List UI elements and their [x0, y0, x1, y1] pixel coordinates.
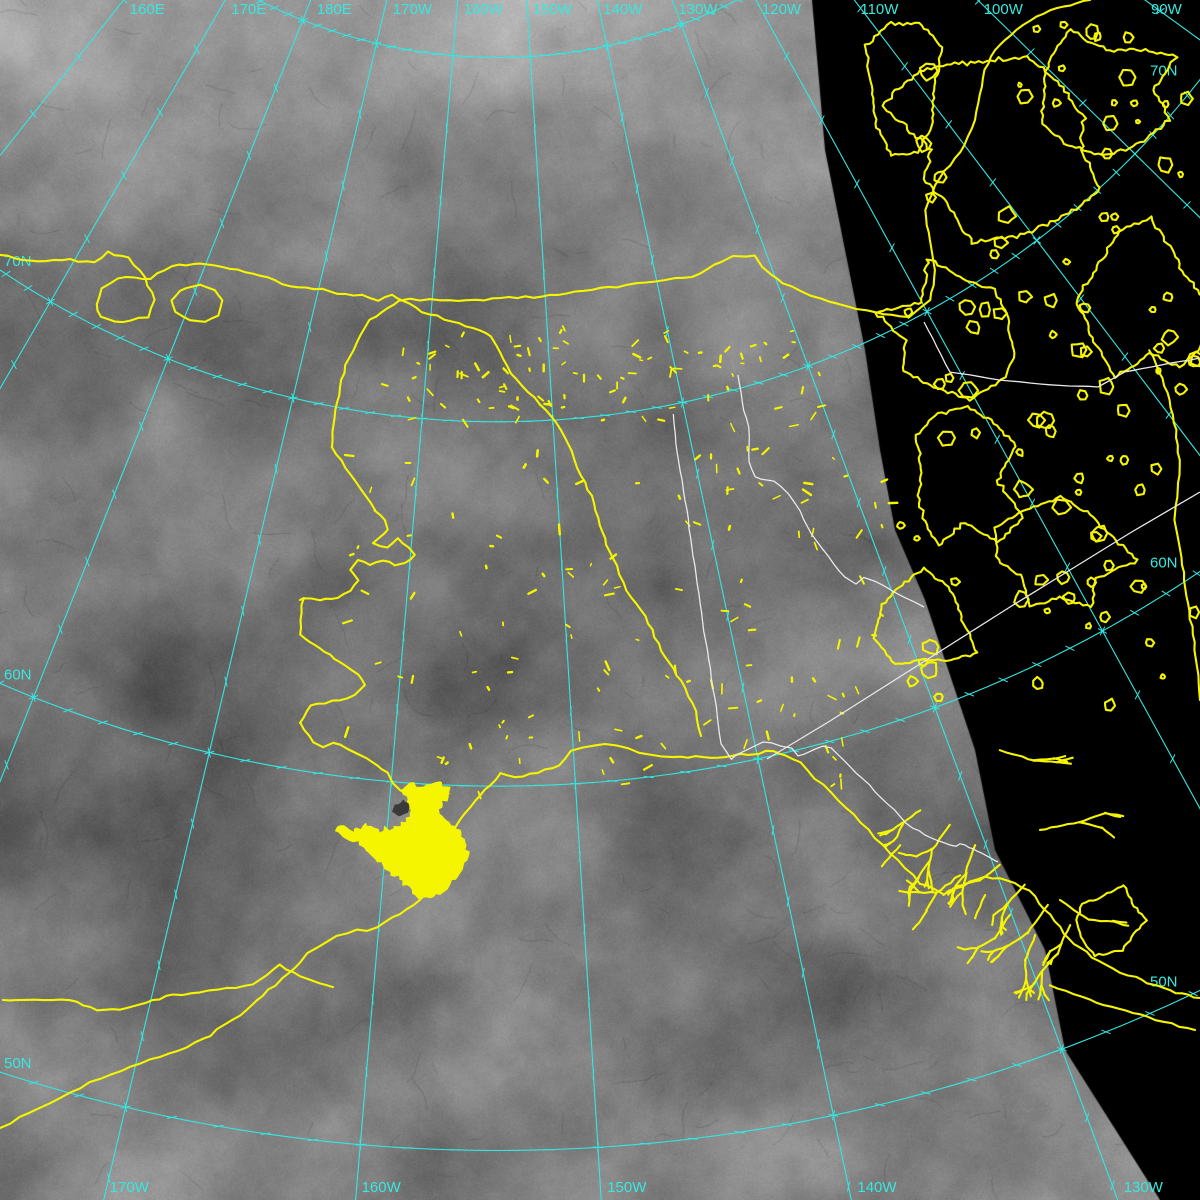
svg-text:180E: 180E	[317, 1, 352, 18]
svg-text:130W: 130W	[1124, 1179, 1164, 1196]
svg-text:160E: 160E	[130, 1, 165, 18]
svg-text:160W: 160W	[464, 1, 504, 18]
svg-text:130W: 130W	[678, 1, 718, 18]
svg-text:170W: 170W	[110, 1179, 150, 1196]
svg-text:70N: 70N	[1150, 63, 1178, 80]
svg-text:170W: 170W	[393, 1, 433, 18]
svg-text:110W: 110W	[860, 1, 899, 18]
svg-text:50N: 50N	[4, 1055, 32, 1072]
svg-text:140W: 140W	[857, 1179, 897, 1196]
svg-text:170E: 170E	[231, 1, 266, 18]
svg-text:150W: 150W	[607, 1179, 647, 1196]
svg-text:150W: 150W	[533, 1, 573, 18]
svg-text:60N: 60N	[4, 666, 32, 683]
svg-text:100W: 100W	[984, 1, 1024, 18]
svg-text:160W: 160W	[362, 1179, 402, 1196]
svg-text:90W: 90W	[1151, 1, 1183, 18]
svg-text:60N: 60N	[1150, 554, 1178, 571]
svg-text:120W: 120W	[762, 1, 802, 18]
svg-text:140W: 140W	[603, 1, 643, 18]
